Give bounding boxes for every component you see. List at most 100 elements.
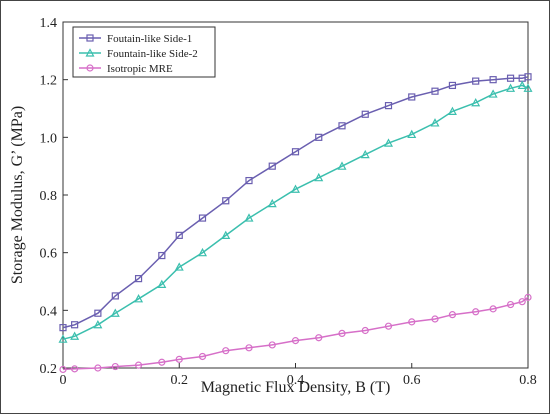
y-tick-label: 0.6 — [40, 247, 58, 262]
data-point — [111, 292, 119, 300]
x-tick-label: 0.2 — [171, 373, 189, 388]
y-tick-label: 0.8 — [40, 189, 58, 204]
legend-marker — [86, 64, 94, 72]
y-tick-label: 0.4 — [40, 304, 58, 319]
legend-label: Isotropic MRE — [107, 63, 173, 75]
data-point — [523, 83, 533, 92]
series-line — [62, 296, 529, 371]
y-tick-label: 1.0 — [40, 131, 58, 146]
legend-item: Isotropic MRE — [79, 63, 173, 75]
data-point — [524, 293, 532, 301]
series-line — [62, 84, 529, 340]
data-point — [471, 97, 481, 107]
legend-marker — [85, 48, 95, 57]
data-point — [93, 319, 103, 329]
data-point — [431, 87, 439, 95]
data-point — [175, 231, 183, 239]
data-point — [448, 311, 457, 319]
data-point — [472, 77, 480, 85]
data-point — [315, 334, 323, 342]
data-point — [383, 138, 394, 147]
data-point — [94, 309, 102, 317]
series-2 — [58, 80, 533, 343]
legend: Foutain-like Side-1 Fountain-like Side-2 I… — [72, 26, 216, 78]
data-point — [198, 214, 207, 222]
data-point — [70, 331, 80, 340]
y-tick-label: 1.4 — [40, 16, 58, 31]
data-point — [361, 326, 369, 335]
series-1 — [59, 73, 532, 332]
data-point — [94, 364, 102, 372]
legend-item: Foutain-like Side-1 — [79, 33, 192, 45]
data-point — [447, 106, 457, 115]
legend-item: Fountain-like Side-2 — [79, 48, 198, 60]
data-point — [337, 161, 347, 170]
data-point — [448, 81, 457, 90]
data-point — [430, 118, 440, 127]
series-3 — [59, 293, 532, 374]
data-point — [291, 337, 300, 345]
data-point — [197, 247, 208, 257]
data-point — [134, 361, 143, 369]
axes: 0 0.2 0.4 0.6 0.80.20.40.60.81.01.21.4Magnet… — [9, 16, 537, 396]
data-point — [222, 197, 230, 205]
data-point — [245, 176, 253, 185]
data-point — [268, 341, 276, 349]
data-point — [134, 294, 144, 303]
data-point — [267, 198, 277, 208]
data-point — [489, 76, 497, 84]
data-point — [431, 315, 439, 323]
legend-label: Fountain-like Side-2 — [107, 48, 198, 60]
data-point — [244, 213, 254, 222]
data-point — [407, 129, 417, 139]
y-axis-title: Storage Modulus, G’ (MPa) — [9, 106, 26, 284]
data-point — [488, 89, 498, 98]
data-point — [175, 355, 183, 363]
data-point — [384, 322, 393, 330]
data-point — [198, 352, 207, 361]
x-tick-label: 0 — [60, 373, 67, 388]
x-tick-label: 0.8 — [519, 373, 537, 388]
data-point — [157, 279, 167, 288]
x-tick-label: 0.4 — [287, 373, 305, 388]
data-point — [408, 318, 416, 326]
data-point — [71, 365, 79, 373]
data-point — [174, 262, 184, 271]
data-point — [245, 344, 253, 352]
data-point — [338, 329, 346, 337]
data-point — [408, 93, 416, 101]
data-point — [506, 74, 515, 82]
data-point — [222, 347, 230, 355]
y-tick-label: 1.2 — [40, 74, 58, 89]
data-point — [134, 275, 143, 283]
legend-marker — [86, 34, 94, 42]
data-point — [59, 365, 67, 374]
data-point — [110, 308, 120, 317]
data-point — [314, 172, 324, 182]
data-point — [59, 324, 67, 332]
data-point — [338, 122, 346, 130]
data-point — [384, 102, 393, 110]
data-point — [517, 80, 527, 90]
x-axis-title: Magnetic Flux Density, B (T) — [201, 379, 391, 396]
series-layer — [58, 73, 533, 374]
data-point — [291, 148, 300, 156]
x-tick-label: 0.6 — [403, 373, 421, 388]
y-tick-label: 0.2 — [40, 362, 58, 377]
data-point — [268, 162, 276, 170]
data-point — [58, 334, 68, 343]
data-point — [315, 133, 323, 141]
data-point — [290, 184, 301, 193]
data-point — [360, 149, 370, 159]
data-point — [221, 230, 231, 239]
data-point — [518, 298, 526, 306]
data-point — [506, 83, 516, 92]
data-point — [489, 305, 497, 313]
data-point — [506, 300, 515, 309]
series-line — [62, 76, 529, 329]
data-point — [158, 251, 166, 260]
data-point — [524, 73, 532, 81]
data-point — [472, 308, 480, 316]
data-point — [71, 321, 79, 329]
